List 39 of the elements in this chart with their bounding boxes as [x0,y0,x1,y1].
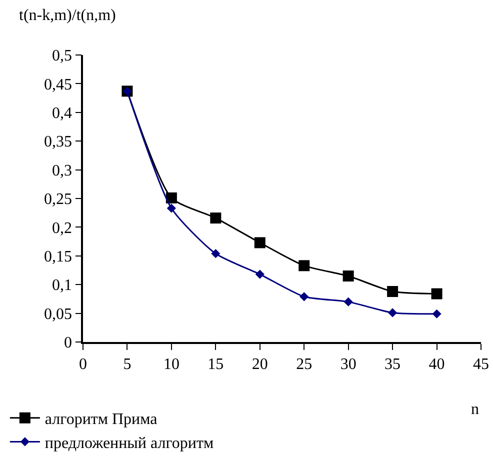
point [254,237,266,248]
y-tick-label: 0,5 [52,48,72,65]
point [166,204,176,213]
y-tick-label: 0,25 [44,191,72,208]
x-tick-label: 25 [296,356,312,373]
legend-label: предложенный алгоритм [44,434,214,452]
y-tick-label: 0 [64,334,72,352]
legend-label: алгоритм Прима [44,411,158,428]
x-tick-label: 30 [340,356,356,373]
point [298,260,310,272]
point [432,309,442,318]
point [344,297,353,306]
point [387,286,398,297]
x-tick-label: 35 [384,356,401,373]
point [431,288,442,300]
x-tick-label: 5 [123,356,132,373]
point [342,270,354,282]
point [210,212,222,224]
y-tick-label: 0,15 [44,248,72,266]
y-tick-label: 0,1 [52,277,72,294]
point [255,270,264,279]
y-axis-title: t(n-k,m)/t(n,m) [19,7,116,24]
x-tick-label: 0 [79,356,87,373]
x-tick-label: 10 [163,356,180,373]
point [388,308,398,318]
y-tick-label: 0,4 [52,105,72,122]
y-tick-label: 0,45 [44,76,72,94]
point [300,292,309,302]
x-axis-title: n [471,401,479,418]
x-tick-label: 20 [252,356,268,373]
y-tick-label: 0,3 [52,162,72,180]
point [166,192,177,204]
x-tick-label: 15 [208,356,224,373]
y-tick-label: 0,2 [52,220,72,237]
point [211,249,220,258]
y-tick-label: 0,05 [44,306,72,323]
x-tick-label: 40 [428,356,445,373]
x-tick-label: 45 [473,356,489,373]
y-tick-label: 0,35 [44,134,72,151]
